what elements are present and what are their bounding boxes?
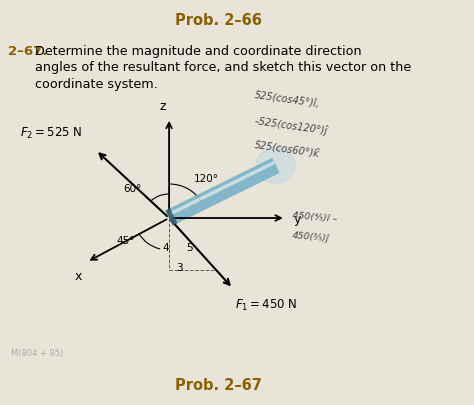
Text: 3: 3	[176, 262, 182, 273]
Text: 4: 4	[163, 242, 169, 252]
Text: M(804 + 95): M(804 + 95)	[11, 348, 64, 357]
Text: Prob. 2–66: Prob. 2–66	[175, 13, 262, 28]
Text: 450(⁴⁄₅)î –: 450(⁴⁄₅)î –	[292, 211, 338, 223]
Text: z: z	[159, 100, 166, 113]
Text: 450(³⁄₅)ĵ: 450(³⁄₅)ĵ	[292, 230, 330, 243]
Text: Prob. 2–67: Prob. 2–67	[175, 377, 262, 392]
Text: 525(cos60°)k̂: 525(cos60°)k̂	[253, 139, 320, 158]
Text: 525(cos45°)î,: 525(cos45°)î,	[253, 91, 320, 110]
Text: 45°: 45°	[117, 235, 135, 245]
Text: x: x	[74, 270, 82, 283]
Text: y: y	[293, 212, 301, 225]
Text: $F_1 = 450$ N: $F_1 = 450$ N	[235, 298, 298, 313]
Text: 2–67.: 2–67.	[8, 45, 47, 58]
Text: 120°: 120°	[193, 174, 219, 183]
Circle shape	[256, 148, 295, 184]
Text: 60°: 60°	[123, 183, 142, 194]
Text: –525(cos120°)ĵ: –525(cos120°)ĵ	[253, 115, 328, 136]
Text: Determine the magnitude and coordinate direction
angles of the resultant force, : Determine the magnitude and coordinate d…	[35, 45, 411, 91]
Text: 5: 5	[186, 242, 193, 252]
Text: $F_2 = 525$ N: $F_2 = 525$ N	[20, 126, 83, 141]
